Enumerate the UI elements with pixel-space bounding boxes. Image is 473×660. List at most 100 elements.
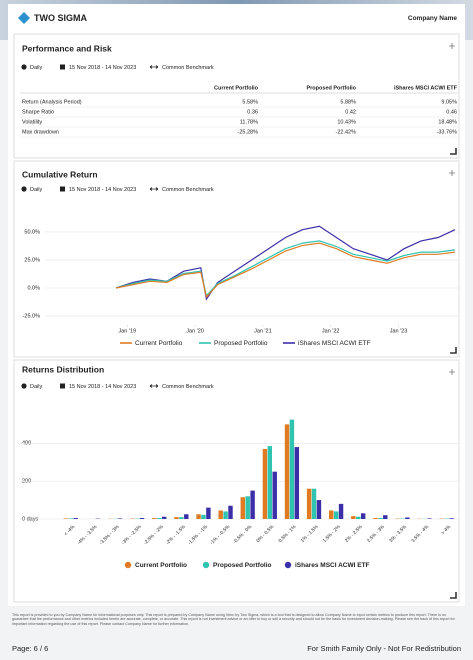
table-cell: -22.42% <box>336 129 357 135</box>
bar <box>405 517 409 519</box>
table-cell: Volatility <box>22 119 42 125</box>
bar <box>449 518 453 519</box>
bar <box>74 518 78 519</box>
panel-title: Returns Distribution <box>22 364 104 374</box>
x-tick-label: Jan '20 <box>186 328 204 334</box>
legend-label: Current Portfolio <box>135 562 187 569</box>
logo: TWO SIGMA <box>34 13 87 23</box>
bar <box>228 506 232 519</box>
legend-label: iShares MSCI ACWI ETF <box>298 340 371 347</box>
legend-label: iShares MSCI ACWI ETF <box>295 562 370 569</box>
bar <box>157 518 161 519</box>
bar <box>290 420 294 519</box>
table-cell: -25.28% <box>238 129 259 135</box>
bar <box>295 447 299 519</box>
bar <box>162 517 166 519</box>
bar <box>196 514 200 519</box>
legend-swatch <box>203 562 209 568</box>
company-name: Company Name <box>408 15 458 22</box>
bar <box>317 500 321 519</box>
y-tick-label: 50.0% <box>24 229 40 235</box>
bar <box>250 491 254 519</box>
bar <box>184 514 188 519</box>
report: TWO SIGMA Company Name Performance and R… <box>0 0 473 660</box>
bar <box>263 449 267 519</box>
bar <box>64 518 68 519</box>
x-tick-label: Jan '23 <box>390 328 408 334</box>
x-tick-label: Jan '21 <box>254 328 272 334</box>
calendar-icon <box>60 187 65 192</box>
column-header: iShares MSCI ACWI ETF <box>394 85 458 91</box>
y-tick-label: -25.0% <box>23 313 41 319</box>
column-header: Current Portfolio <box>214 85 259 91</box>
y-tick-label: 400 <box>22 441 31 447</box>
table-cell: 5.58% <box>242 99 258 105</box>
filter-period: 15 Nov 2018 - 14 Nov 2023 <box>69 187 136 193</box>
table-cell: 5.88% <box>340 99 356 105</box>
calendar-icon <box>60 384 65 389</box>
filter-period: 15 Nov 2018 - 14 Nov 2023 <box>69 65 136 71</box>
bar <box>361 513 365 519</box>
clock-icon <box>21 186 26 191</box>
table-cell: 10.43% <box>337 119 356 125</box>
table-cell: 11.78% <box>240 119 258 125</box>
x-tick-label: Jan '22 <box>322 328 340 334</box>
bar <box>179 517 183 519</box>
table-cell: 18.48% <box>438 119 457 125</box>
bar <box>378 518 382 519</box>
filter-benchmark: Common Benchmark <box>162 187 214 193</box>
bar <box>268 446 272 519</box>
y-tick-label: 0.0% <box>27 285 40 291</box>
legend-label: Proposed Portfolio <box>214 340 268 347</box>
y-tick-label: 0 days <box>22 516 38 522</box>
page: TWO SIGMA Company Name Performance and R… <box>0 0 473 660</box>
bar <box>140 518 144 519</box>
bar <box>351 516 355 519</box>
table-cell: 9.05% <box>441 99 457 105</box>
bar <box>241 497 245 519</box>
filter-frequency: Daily <box>30 65 42 71</box>
bar <box>206 508 210 519</box>
legend-swatch <box>125 562 131 568</box>
page-number: Page: 6 / 6 <box>12 644 48 653</box>
legend-label: Current Portfolio <box>135 340 183 347</box>
clock-icon <box>21 64 26 69</box>
bar <box>427 518 431 519</box>
table-cell: Max drawdown <box>22 129 59 135</box>
bar <box>312 489 316 519</box>
bar <box>334 511 338 519</box>
table-cell: -33.76% <box>437 129 458 135</box>
filter-benchmark: Common Benchmark <box>162 65 214 71</box>
clock-icon <box>21 383 26 388</box>
bar <box>307 489 311 519</box>
legend-swatch <box>285 562 291 568</box>
bar <box>218 510 222 519</box>
x-tick-label: Jan '19 <box>119 328 137 334</box>
filter-frequency: Daily <box>30 187 42 193</box>
bar <box>273 472 277 519</box>
bar <box>223 511 227 519</box>
table-cell: Return (Analysis Period) <box>22 99 82 105</box>
bar <box>383 515 387 519</box>
distribution-note: For Smith Family Only - Not For Redistri… <box>307 644 461 653</box>
bar <box>329 510 333 519</box>
table-cell: 0.36 <box>247 109 258 115</box>
bar <box>152 518 156 519</box>
bar <box>339 504 343 519</box>
table-cell: 0.42 <box>345 109 356 115</box>
bar <box>356 517 360 519</box>
bar <box>285 424 289 519</box>
calendar-icon <box>60 65 65 70</box>
table-cell: 0.46 <box>446 109 457 115</box>
panel-title: Performance and Risk <box>22 43 112 53</box>
y-tick-label: 200 <box>22 479 31 485</box>
bar <box>373 518 377 519</box>
bar <box>245 496 249 519</box>
disclaimer: This report is provided to you by Compan… <box>12 613 461 626</box>
table-cell: Sharpe Ratio <box>22 109 54 115</box>
bar <box>201 515 205 519</box>
filter-frequency: Daily <box>30 384 42 390</box>
legend-label: Proposed Portfolio <box>213 562 272 569</box>
y-tick-label: 25.0% <box>24 257 40 263</box>
bar <box>174 517 178 519</box>
